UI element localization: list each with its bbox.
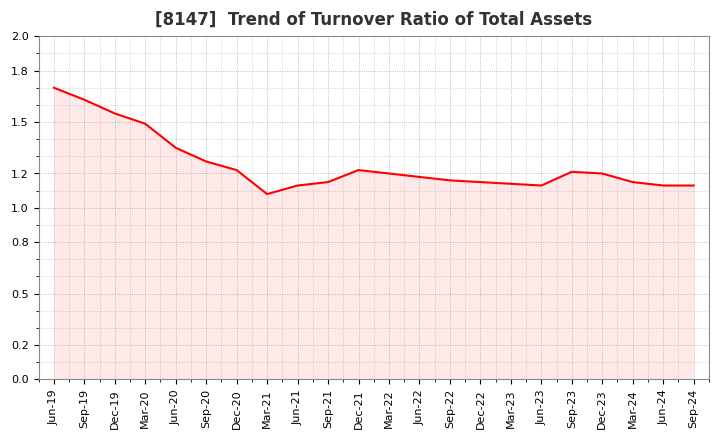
Title: [8147]  Trend of Turnover Ratio of Total Assets: [8147] Trend of Turnover Ratio of Total … bbox=[156, 11, 593, 29]
